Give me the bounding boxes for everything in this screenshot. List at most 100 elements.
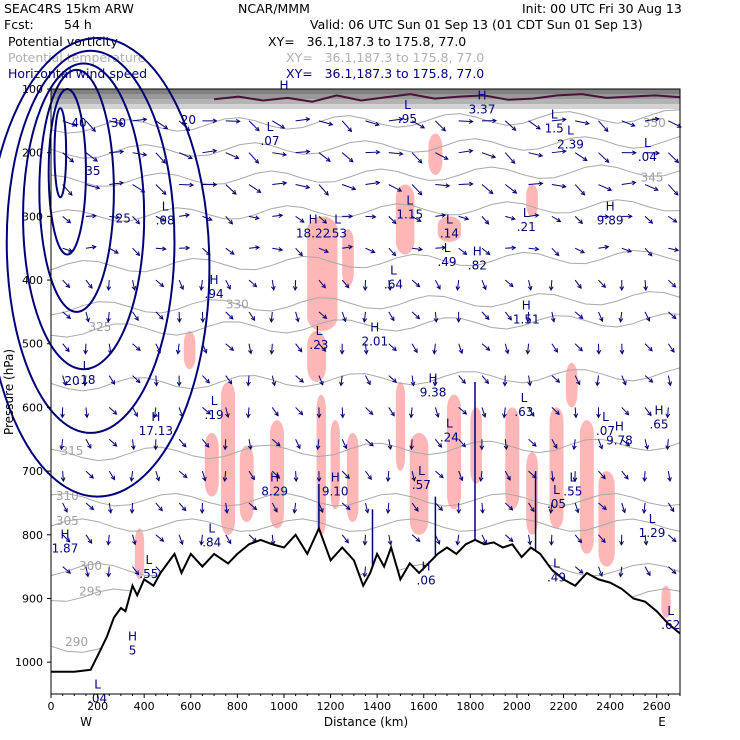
y-tick-label: 500 [22,338,43,351]
wind-vector [295,215,305,223]
wind-vector [225,534,232,544]
extremum-type-label: L [390,263,397,277]
wind-vector [551,247,560,256]
wind-vector [271,470,280,479]
wind-vector-head [131,285,137,291]
wind-vector-head [390,411,395,417]
wind-vector [132,566,139,575]
extremum-value-label: 9.38 [420,386,447,400]
extremum-type-label: H [279,79,288,93]
wind-vector [388,279,391,291]
wind-vector-head [578,569,584,574]
wind-vector-head [108,349,113,355]
wind-vector-head [462,250,468,256]
wind-vector-head [367,475,372,481]
extremum-type-label: L [146,553,153,567]
wind-vector-head [534,213,540,218]
wind-vector-head [273,507,278,513]
wind-vector [411,534,420,542]
wind-vector-head [89,505,95,511]
wind-vector-head [83,349,88,355]
extremum-type-label: H [422,560,431,574]
wind-vector-head [548,286,554,292]
wind-vector [504,375,506,386]
theta-contour-label: 330 [226,298,249,312]
forecast-value: 54 h [64,17,92,32]
wind-vector-head [578,346,583,352]
terrain-layer [51,525,681,694]
extremum-value-label: .82 [468,258,487,272]
wind-vector-head [375,149,381,155]
wind-vector-head [456,509,462,514]
wind-vector-head [596,349,602,355]
wind-vector-head [484,379,490,385]
wind-vector [225,343,234,351]
wind-vector-layer [59,116,682,586]
wind-vector [365,438,374,447]
wind-vector [527,343,530,354]
wind-vector-head [282,180,288,186]
wind-vector-head [648,219,654,224]
wind-vector-head [65,347,70,353]
wind-vector-head [319,508,324,514]
wind-vector-head [673,190,679,196]
org-label: NCAR/MMM [238,1,310,16]
wind-vector [248,215,259,219]
wind-vector-head [106,286,112,292]
wind-vector [109,120,124,125]
wind-vector [667,407,669,418]
wind-vector-head [461,442,466,448]
wind-vector-head [398,151,404,157]
wind-vector-head [511,126,517,131]
wind-vector [365,120,380,126]
wind-vector [177,343,180,354]
wind-vector-head [315,445,321,451]
wind-vector-head [618,317,624,323]
wind-vector [667,375,671,386]
wind-vector-head [669,507,675,513]
wind-vector [225,279,231,290]
wind-vector [434,279,441,290]
wind-vector-head [235,118,241,124]
wind-vector [178,502,187,511]
wind-vector-head [305,149,311,155]
wind-vector [178,470,188,478]
wind-vector [84,375,87,386]
wind-vector-head [299,378,304,383]
wind-vector-head [415,314,421,320]
extremum-type-label: L [211,394,218,408]
wind-vector-head [478,477,484,483]
wind-vector-head [179,412,184,418]
wind-vector-head [468,181,474,187]
wind-vector-head [436,539,441,545]
wind-vector [596,375,599,386]
wind-vector-head [199,286,204,292]
wind-vector-head [535,125,541,130]
wind-vector [575,120,589,125]
wind-vector [458,438,466,448]
wind-vector [85,407,88,418]
extremum-value-label: .07 [596,424,615,438]
wind-vector-head [106,540,111,546]
field-xy-pv: XY= 36.1,187.3 to 175.8, 77.0 [268,34,467,49]
valid-time: Valid: 06 UTC Sun 01 Sep 13 (01 CDT Sun … [310,17,643,32]
wind-vector [458,183,473,186]
wind-vector-head [342,444,348,450]
wind-vector-head [508,537,514,543]
wind-vector [155,247,166,250]
wind-vector-head [572,445,577,451]
wind-vector [271,534,274,545]
wind-vector [667,471,671,482]
wind-vector [271,279,275,291]
wind-vector [108,375,115,385]
wind-vector [481,247,490,255]
wind-vector [481,407,486,418]
wind-vector [132,279,136,290]
wind-vector-head [643,286,648,292]
y-tick-label: 900 [22,592,43,605]
wind-vector-head [135,219,141,225]
wind-vector [271,375,276,386]
wind-vector-head [88,284,93,289]
wind-vector-head [598,572,603,577]
